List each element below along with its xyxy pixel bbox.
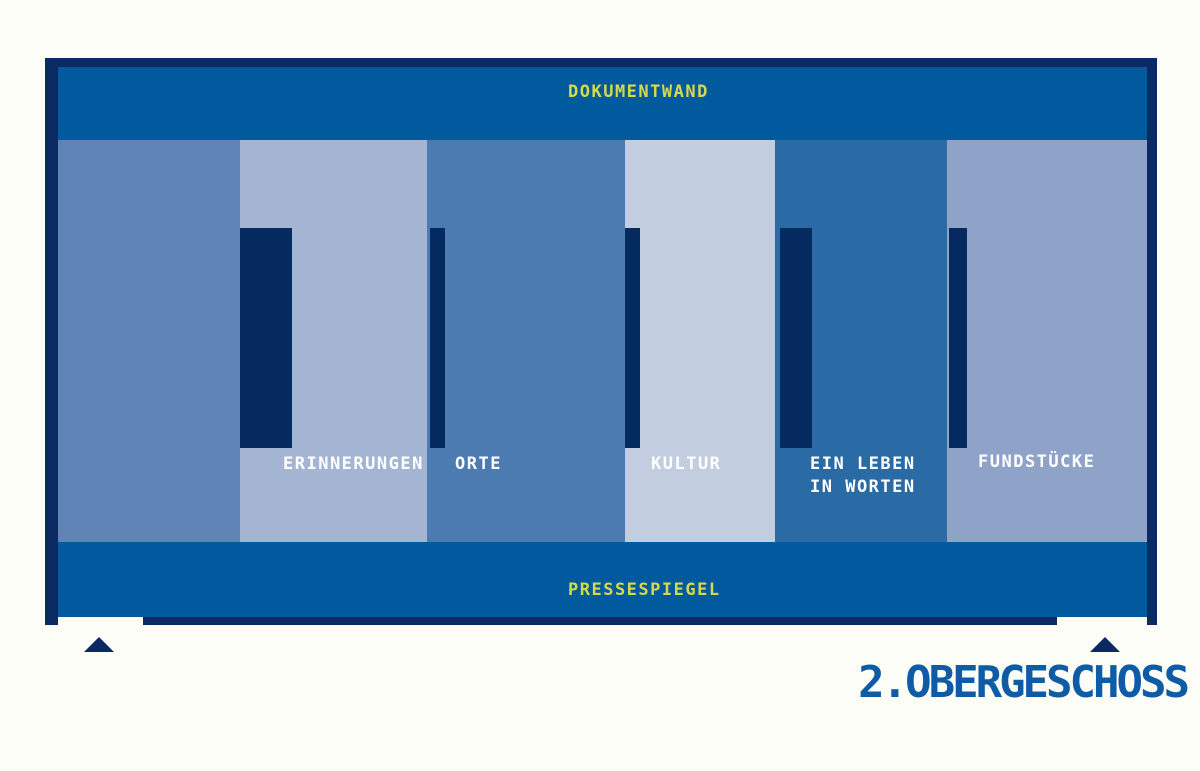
plan-outline-top — [45, 58, 1157, 67]
pressespiegel-label: PRESSESPIEGEL — [568, 580, 721, 600]
entrance-arrow-up-icon-right — [1090, 637, 1120, 652]
plan-outline-left — [45, 58, 58, 625]
room-label-fundstuecke: FUNDSTÜCKE — [978, 452, 1096, 472]
partition-wall-2 — [430, 228, 445, 448]
room-label-erinnerungen: ERINNERUNGEN — [283, 454, 424, 474]
floor-title: 2.OBERGESCHOSS — [858, 657, 1190, 708]
plan-outline-right — [1147, 58, 1157, 625]
room-label-ein-leben-in-worten: EIN LEBEN IN WORTEN — [810, 454, 916, 497]
dokumentwand-band — [58, 67, 1147, 140]
partition-wall-5 — [949, 228, 967, 448]
room-fundstuecke: FUNDSTÜCKE — [947, 140, 1147, 542]
plan-outline-bottom — [143, 617, 1057, 625]
room-label-orte: ORTE — [455, 454, 502, 474]
partition-wall-4 — [780, 228, 812, 448]
room-orte: ORTE — [427, 140, 625, 542]
partition-wall-1 — [240, 228, 292, 448]
partition-wall-3 — [625, 228, 640, 448]
room-kultur: KULTUR — [625, 140, 775, 542]
entrance-arrow-up-icon-left — [84, 637, 114, 652]
dokumentwand-label: DOKUMENTWAND — [568, 82, 709, 102]
room-raum-1 — [58, 140, 240, 542]
pressespiegel-band — [58, 542, 1147, 617]
room-label-kultur: KULTUR — [651, 454, 722, 474]
